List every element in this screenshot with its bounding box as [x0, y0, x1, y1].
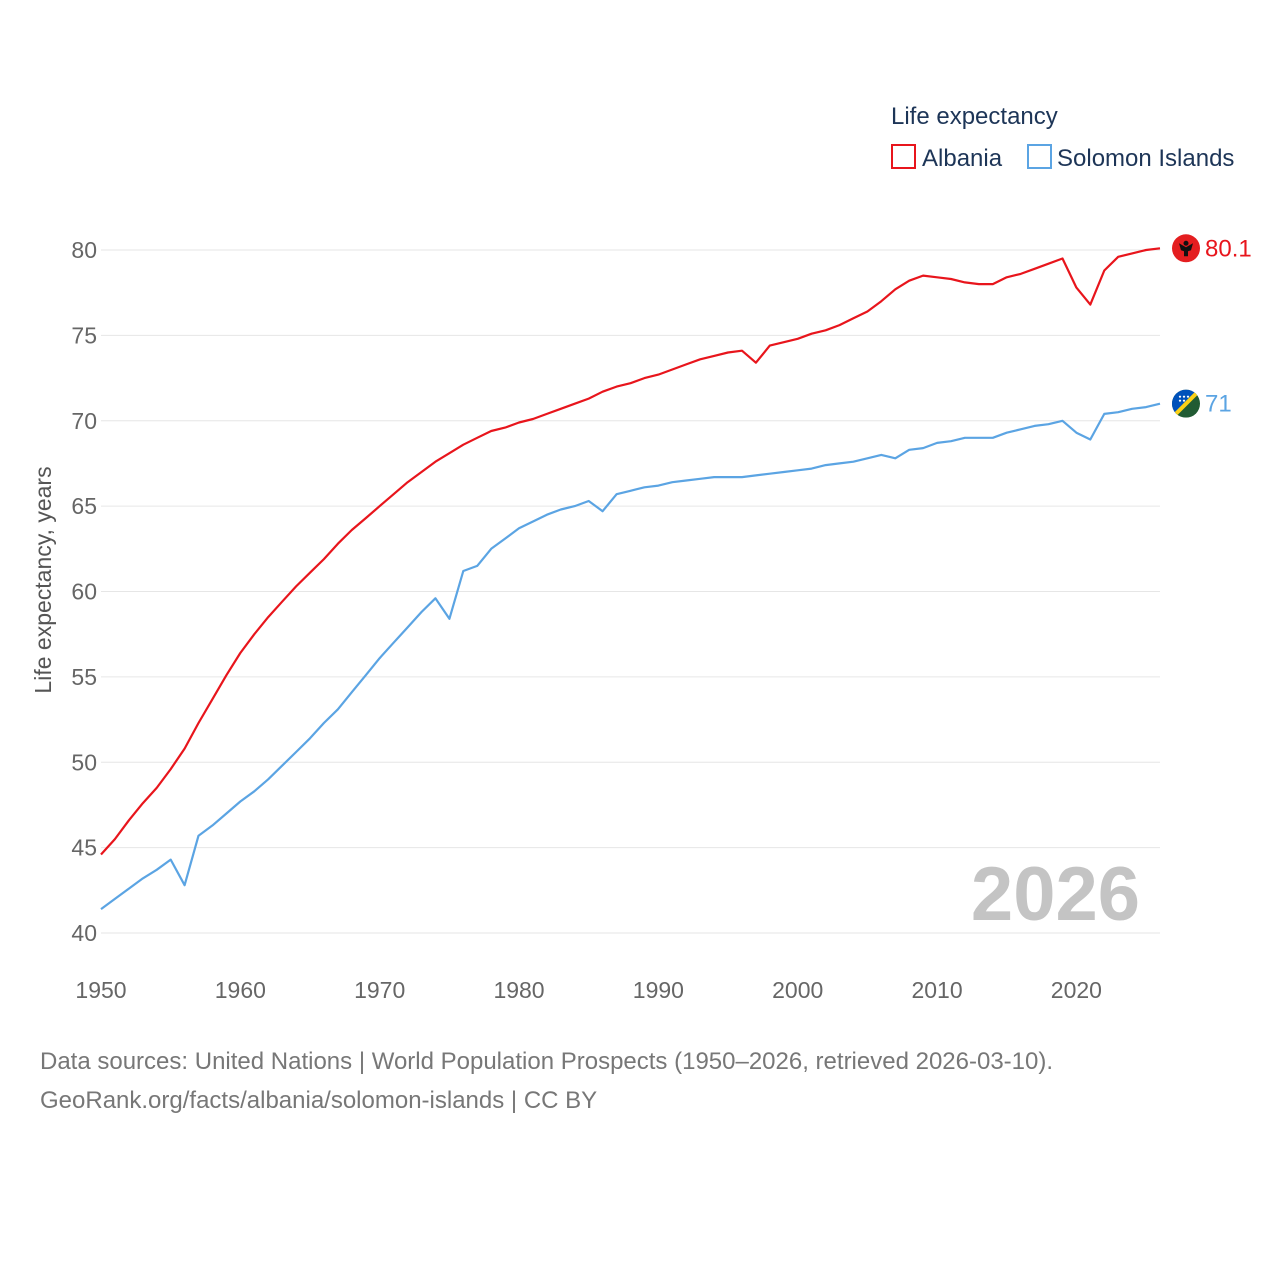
year-watermark: 2026: [971, 852, 1140, 937]
solomon-islands-flag-icon: [1172, 389, 1200, 418]
y-tick-label-60: 60: [71, 579, 97, 605]
legend-title: Life expectancy: [891, 103, 1058, 130]
end-value-label-solomon-islands: 71: [1205, 391, 1232, 418]
x-tick-label-2020: 2020: [1051, 977, 1102, 1003]
y-tick-label-65: 65: [71, 493, 97, 519]
x-tick-label-1950: 1950: [75, 977, 126, 1003]
series-lines: [100, 247, 1161, 910]
y-tick-label-80: 80: [71, 237, 97, 263]
x-tick-label-1970: 1970: [354, 977, 405, 1003]
legend-item-albania[interactable]: Albania: [891, 144, 1003, 172]
legend-swatch-albania: [891, 144, 916, 169]
legend-swatch-solomon-islands: [1027, 144, 1052, 169]
y-tick-label-70: 70: [71, 408, 97, 434]
y-axis: 40 45 50 55 60 65 70 75 80: [71, 237, 97, 946]
x-tick-label-1990: 1990: [633, 977, 684, 1003]
series-line-solomon-islands[interactable]: [100, 402, 1161, 910]
x-tick-label-1980: 1980: [493, 977, 544, 1003]
life-expectancy-chart: 40 45 50 55 60 65 70 75 80 1950 1960 1970 1980 1990 2…: [30, 103, 1252, 1003]
data-sources-text: Data sources: United Nations | World Pop…: [40, 1048, 1054, 1075]
y-axis-label: Life expectancy, years: [30, 466, 56, 693]
end-value-label-albania: 80.1: [1205, 235, 1252, 262]
albania-flag-icon: [1172, 234, 1200, 263]
y-tick-label-40: 40: [71, 920, 97, 946]
x-axis: 1950 1960 1970 1980 1990 2000 2010 2020: [75, 977, 1102, 1003]
x-tick-label-1960: 1960: [215, 977, 266, 1003]
legend-label-albania: Albania: [922, 145, 1003, 172]
source-link[interactable]: GeoRank.org/facts/albania/solomon-island…: [40, 1087, 598, 1114]
legend-item-solomon-islands[interactable]: Solomon Islands: [1027, 144, 1234, 172]
y-tick-label-45: 45: [71, 835, 97, 861]
x-tick-label-2010: 2010: [911, 977, 962, 1003]
footer: Data sources: United Nations | World Pop…: [40, 1042, 1240, 1120]
y-tick-label-75: 75: [71, 322, 97, 348]
x-tick-label-2000: 2000: [772, 977, 823, 1003]
series-line-albania[interactable]: [100, 247, 1161, 856]
grid-lines: [101, 249, 1160, 934]
y-tick-label-50: 50: [71, 749, 97, 775]
legend: Life expectancy Albania Solomon Islands: [891, 103, 1234, 172]
y-tick-label-55: 55: [71, 664, 97, 690]
series-end-markers: 80.1 71: [1172, 234, 1252, 418]
legend-label-solomon-islands: Solomon Islands: [1057, 145, 1234, 172]
